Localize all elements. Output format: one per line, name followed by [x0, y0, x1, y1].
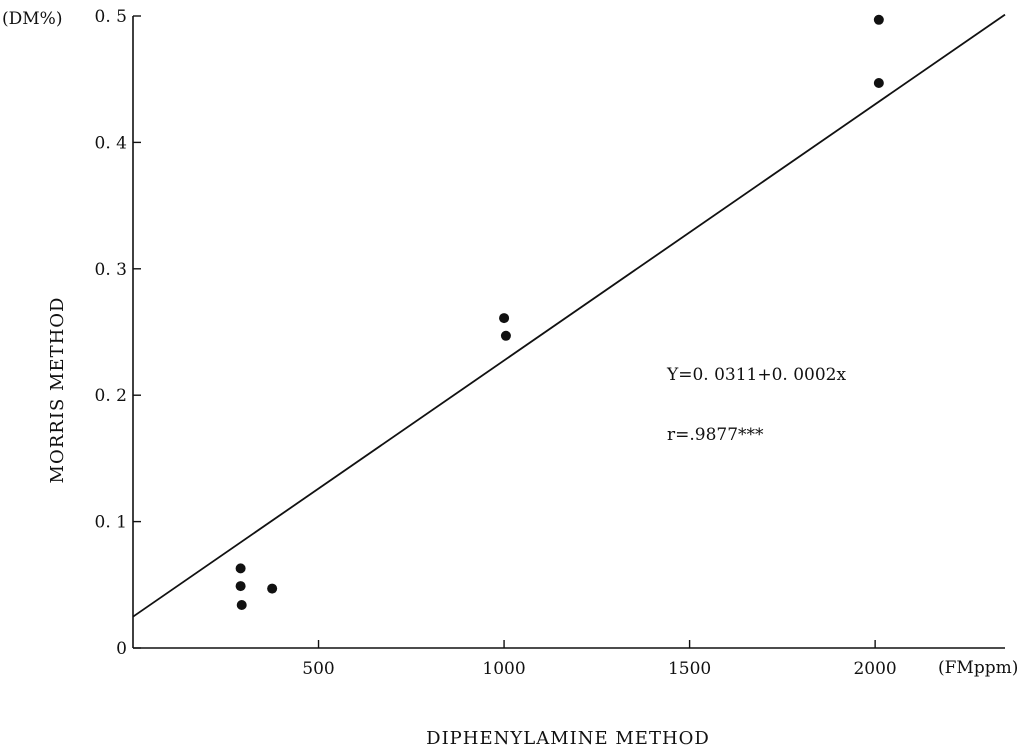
y-axis-title: MORRIS METHOD: [47, 297, 68, 484]
y-tick-label: 0. 5: [95, 7, 127, 27]
data-point: [499, 313, 510, 324]
regression-equation: Y=0. 0311+0. 0002x: [666, 365, 846, 385]
y-tick-label: 0. 4: [95, 133, 127, 153]
regression-line: [132, 13, 1006, 618]
y-ticks: 0 0. 1 0. 2 0. 3 0. 4 0. 5: [95, 7, 141, 659]
data-point: [873, 14, 884, 25]
axes: [132, 16, 1005, 649]
data-point: [873, 77, 884, 88]
data-point: [235, 563, 246, 574]
x-ticks: 500 1000 1500 2000: [302, 640, 897, 679]
data-point: [236, 600, 247, 611]
y-tick-label: 0. 3: [95, 260, 127, 280]
x-axis-unit: (FMppm): [938, 658, 1018, 678]
data-point: [235, 581, 246, 592]
data-points: [235, 14, 884, 611]
x-axis-title: DIPHENYLAMINE METHOD: [426, 728, 710, 749]
y-tick-label: 0. 2: [95, 386, 127, 406]
y-tick-label: 0. 1: [95, 513, 127, 533]
x-tick-label: 2000: [853, 659, 896, 679]
x-tick-label: 500: [302, 659, 334, 679]
data-point: [500, 330, 511, 341]
y-axis-unit: (DM%): [2, 9, 62, 29]
y-tick-label: 0: [116, 639, 127, 659]
data-point: [267, 583, 278, 594]
correlation-coefficient: r=.9877***: [667, 425, 764, 445]
x-tick-label: 1000: [482, 659, 525, 679]
x-tick-label: 1500: [668, 659, 711, 679]
